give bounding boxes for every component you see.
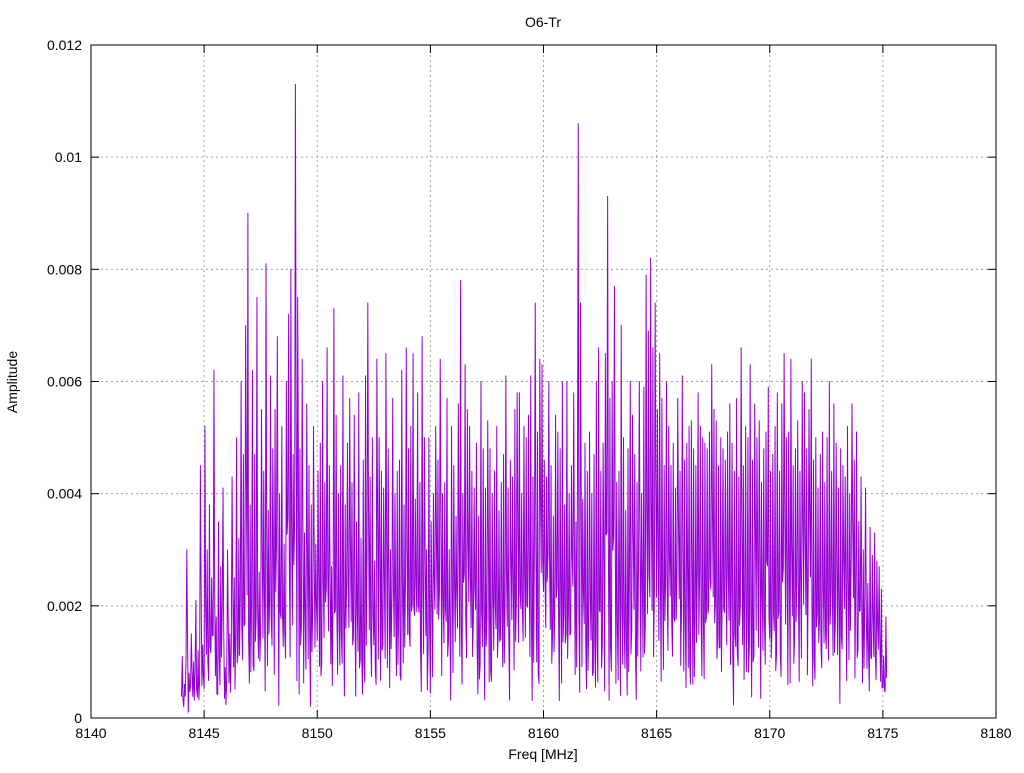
y-tick-label: 0.01 — [55, 149, 82, 165]
chart-title: O6-Tr — [525, 14, 561, 30]
y-tick-label: 0 — [74, 710, 82, 726]
x-axis-label: Freq [MHz] — [508, 746, 577, 762]
x-tick-label: 8145 — [189, 725, 220, 741]
x-tick-label: 8140 — [75, 725, 106, 741]
y-tick-label: 0.004 — [47, 486, 82, 502]
plot-frame — [90, 44, 997, 719]
x-tick-label: 8165 — [641, 725, 672, 741]
data-series — [181, 83, 888, 713]
tick-labels: 8140 8145 8150 8155 8160 8165 8170 8175 8180 0 0.0… — [47, 37, 1012, 741]
y-tick-label: 0.008 — [47, 261, 82, 277]
x-tick-label: 8160 — [528, 725, 559, 741]
x-tick-label: 8170 — [754, 725, 785, 741]
x-tick-label: 8150 — [302, 725, 333, 741]
y-axis-label: Amplitude — [4, 351, 20, 413]
x-tick-label: 8175 — [867, 725, 898, 741]
y-tick-label: 0.002 — [47, 598, 82, 614]
amplitude-series-line — [181, 83, 888, 713]
x-tick-label: 8180 — [980, 725, 1011, 741]
y-tick-label: 0.006 — [47, 374, 82, 390]
y-tick-label: 0.012 — [47, 37, 82, 53]
x-tick-label: 8155 — [415, 725, 446, 741]
